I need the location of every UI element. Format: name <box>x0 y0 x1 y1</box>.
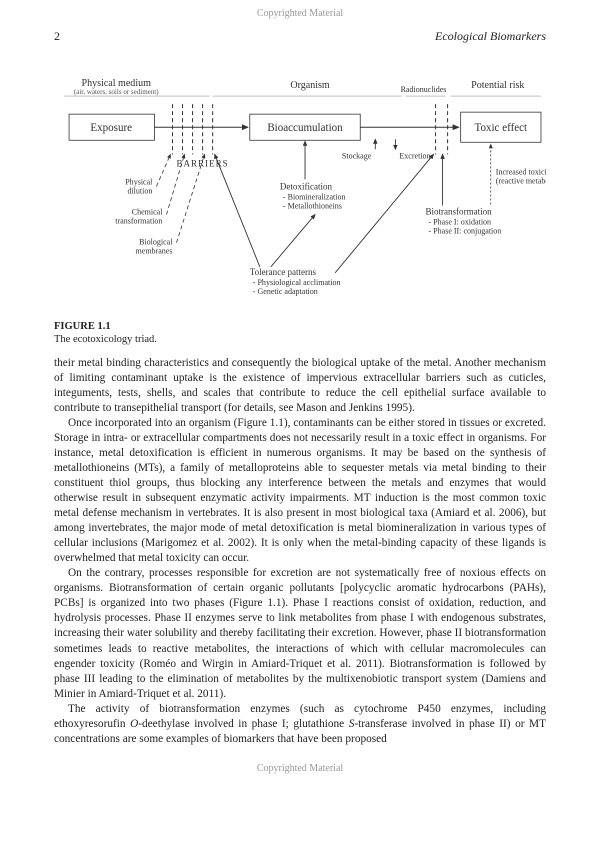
box-exposure: Exposure <box>90 122 132 134</box>
svg-text:Biological: Biological <box>139 238 173 247</box>
paragraph-4: The activity of biotransformation enzyme… <box>54 702 546 747</box>
svg-text:transformation: transformation <box>115 217 162 226</box>
label-increased-1: Increased toxicity <box>496 167 546 176</box>
svg-text:Chemical: Chemical <box>132 208 163 217</box>
paragraph-2: Once incorporated into an organism (Figu… <box>54 416 546 566</box>
label-potential-risk: Potential risk <box>471 80 525 91</box>
label-biotrans-title: Biotransformation <box>426 207 493 217</box>
label-organism: Organism <box>290 80 330 91</box>
svg-text:membranes: membranes <box>136 247 173 256</box>
label-tolerance-1: - Physiological acclimation <box>253 278 341 287</box>
book-title: Ecological Biomarkers <box>435 29 546 44</box>
paragraph-3: On the contrary, processes responsible f… <box>54 566 546 701</box>
label-excretion: Excretion <box>399 151 430 160</box>
label-increased-2: (reactive metabolites) <box>496 176 546 185</box>
page-number: 2 <box>54 29 60 44</box>
svg-text:dilution: dilution <box>127 186 152 195</box>
label-detox-1: - Biomineralization <box>283 193 346 202</box>
label-detox-title: Detoxification <box>280 181 333 191</box>
label-stockage: Stockage <box>342 151 372 160</box>
box-bioaccumulation: Bioaccumulation <box>267 122 343 134</box>
paragraph-1: their metal binding characteristics and … <box>54 356 546 416</box>
body-text: their metal binding characteristics and … <box>54 356 546 746</box>
label-detox-2: - Metallothioneins <box>283 202 342 211</box>
label-radionuclides: Radionuclides <box>401 85 447 94</box>
figure-number: FIGURE 1.1 <box>54 321 111 332</box>
label-biotrans-2: - Phase II: conjugation <box>429 227 502 236</box>
page-content: 2 Ecological Biomarkers Physical medium … <box>0 23 600 747</box>
watermark-bottom: Copyrighted Material <box>0 747 600 782</box>
label-physical-medium-sub: (air, waters, soils or sediment) <box>74 88 159 96</box>
figure-diagram: Physical medium (air, waters, soils or s… <box>54 74 546 310</box>
figure-caption: FIGURE 1.1 The ecotoxicology triad. <box>54 320 546 346</box>
label-tolerance-2: - Genetic adaptation <box>253 287 318 296</box>
box-toxic-effect: Toxic effect <box>474 122 527 134</box>
label-tolerance-title: Tolerance patterns <box>250 267 317 277</box>
label-biotrans-1: - Phase I: oxidation <box>429 218 492 227</box>
label-phys-dilution-1: Physical <box>125 177 153 186</box>
watermark-top: Copyrighted Material <box>0 0 600 23</box>
page-header: 2 Ecological Biomarkers <box>54 29 546 44</box>
figure-caption-text: The ecotoxicology triad. <box>54 334 157 345</box>
